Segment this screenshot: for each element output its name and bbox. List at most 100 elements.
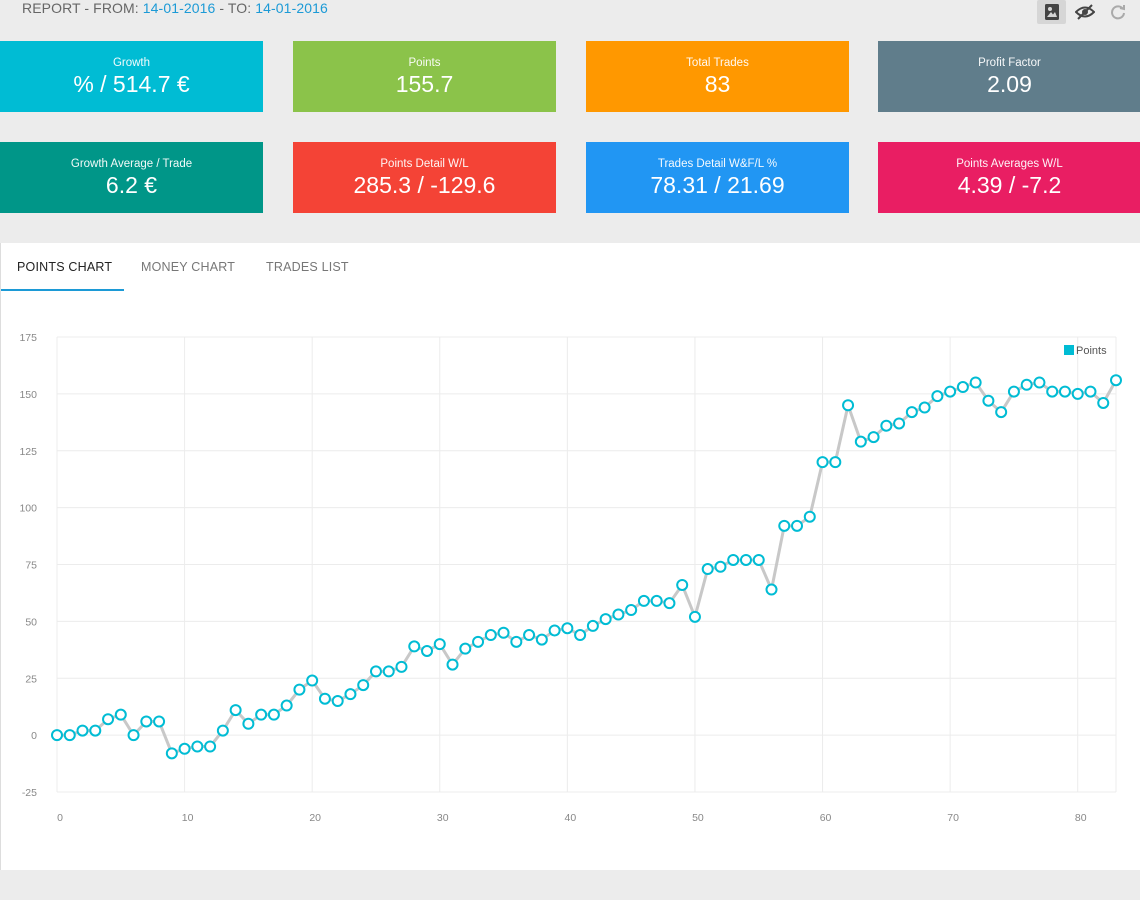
data-point [523, 629, 536, 642]
data-point [842, 399, 855, 412]
data-point [752, 553, 765, 566]
hide-button[interactable] [1070, 0, 1099, 24]
report-prefix: REPORT - FROM: [22, 0, 143, 16]
legend-label: Points [1076, 345, 1107, 357]
tab-money-chart[interactable]: MONEY CHART [141, 260, 236, 274]
to-date: 14-01-2016 [255, 0, 328, 16]
tab-trades-list[interactable]: TRADES LIST [266, 260, 349, 274]
data-point [102, 713, 115, 726]
card-title: Points [408, 57, 441, 69]
from-date: 14-01-2016 [142, 0, 216, 16]
data-point [510, 635, 523, 648]
data-point [535, 633, 548, 646]
card-trades-detail: Trades Detail W&F/L % 78.31 / 21.69 [586, 142, 849, 213]
data-point [165, 747, 178, 760]
tab-points-chart[interactable]: POINTS CHART [17, 260, 113, 274]
data-point [765, 583, 778, 596]
card-total-trades: Total Trades 83 [586, 41, 849, 112]
card-value: 78.31 / 21.69 [650, 172, 785, 198]
data-point [191, 740, 204, 753]
data-point [242, 717, 255, 730]
data-point [880, 419, 893, 432]
data-point [331, 695, 344, 707]
data-point [905, 406, 918, 419]
data-point [816, 456, 829, 469]
card-title: Profit Factor [978, 57, 1041, 69]
y-tick-label: 125 [19, 446, 37, 458]
data-point [127, 729, 140, 742]
data-point [484, 629, 497, 642]
data-point [931, 390, 944, 403]
card-value: 4.39 / -7.2 [957, 172, 1062, 198]
data-point [995, 406, 1008, 419]
legend-swatch [1064, 345, 1074, 355]
y-tick-label: 0 [31, 730, 37, 742]
data-point [472, 635, 485, 648]
y-tick-label: 75 [25, 560, 37, 572]
data-point [76, 724, 89, 737]
data-point [982, 394, 995, 407]
data-point [791, 519, 804, 532]
data-point [676, 578, 689, 591]
data-point [829, 456, 842, 469]
card-value: 83 [704, 71, 731, 97]
card-value: 2.09 [987, 71, 1032, 97]
data-point [89, 724, 102, 737]
x-tick-label: 50 [692, 812, 704, 824]
data-point [382, 665, 395, 678]
card-value: % / 514.7 € [73, 71, 190, 97]
card-points-detail: Points Detail W/L 285.3 / -129.6 [293, 142, 556, 213]
data-point [216, 724, 229, 737]
data-point [599, 613, 612, 626]
card-title: Points Averages W/L [956, 158, 1063, 170]
x-tick-label: 0 [57, 812, 63, 824]
card-title: Growth [112, 57, 151, 69]
data-point [280, 699, 293, 712]
data-point [318, 692, 331, 705]
data-point [51, 729, 63, 742]
data-point [255, 708, 268, 721]
card-growth: Growth % / 514.7 € [0, 41, 263, 112]
y-tick-label: -25 [22, 787, 37, 799]
data-point [369, 665, 382, 678]
data-point [727, 553, 740, 566]
data-point [1007, 385, 1020, 398]
data-point [612, 608, 625, 621]
card-title: Growth Average / Trade [70, 158, 193, 170]
y-tick-label: 100 [19, 503, 37, 515]
points-chart: -25 0 25 50 75 100 125 150 175 0 10 20 30 40 50 60 70 80 P… [19, 332, 1122, 824]
data-point [204, 740, 217, 753]
data-point [178, 742, 191, 755]
data-point [293, 683, 306, 696]
refresh-icon [1110, 5, 1125, 20]
report-header: REPORT - FROM: 14-01-2016 - TO: 14-01-20… [22, 0, 328, 20]
data-point [344, 688, 357, 701]
data-point [306, 674, 319, 687]
data-point [153, 715, 166, 728]
data-point [637, 594, 650, 607]
card-title: Total Trades [686, 57, 749, 69]
x-tick-label: 70 [947, 812, 959, 824]
card-growth-average: Growth Average / Trade 6.2 € [0, 142, 263, 213]
data-point [574, 629, 587, 642]
data-point [625, 604, 638, 616]
refresh-button[interactable] [1103, 0, 1132, 24]
data-point [918, 401, 931, 414]
picture-button[interactable] [1037, 0, 1066, 24]
data-point [357, 679, 370, 692]
hide-icon [1074, 4, 1095, 20]
data-point [586, 619, 599, 632]
data-point [408, 640, 421, 653]
data-point [944, 385, 957, 398]
report-mid: - TO: [215, 0, 256, 16]
chart-tabs: POINTS CHART MONEY CHART TRADES LIST [1, 243, 1140, 291]
x-tick-label: 30 [437, 812, 449, 824]
data-point [459, 642, 472, 655]
data-point [421, 644, 434, 657]
chart-panel: POINTS CHART MONEY CHART TRADES LIST -25… [0, 243, 1140, 870]
card-title: Points Detail W/L [380, 158, 469, 170]
data-point [701, 563, 714, 576]
data-point [1071, 387, 1084, 400]
data-point [739, 553, 752, 566]
data-point [867, 431, 880, 444]
